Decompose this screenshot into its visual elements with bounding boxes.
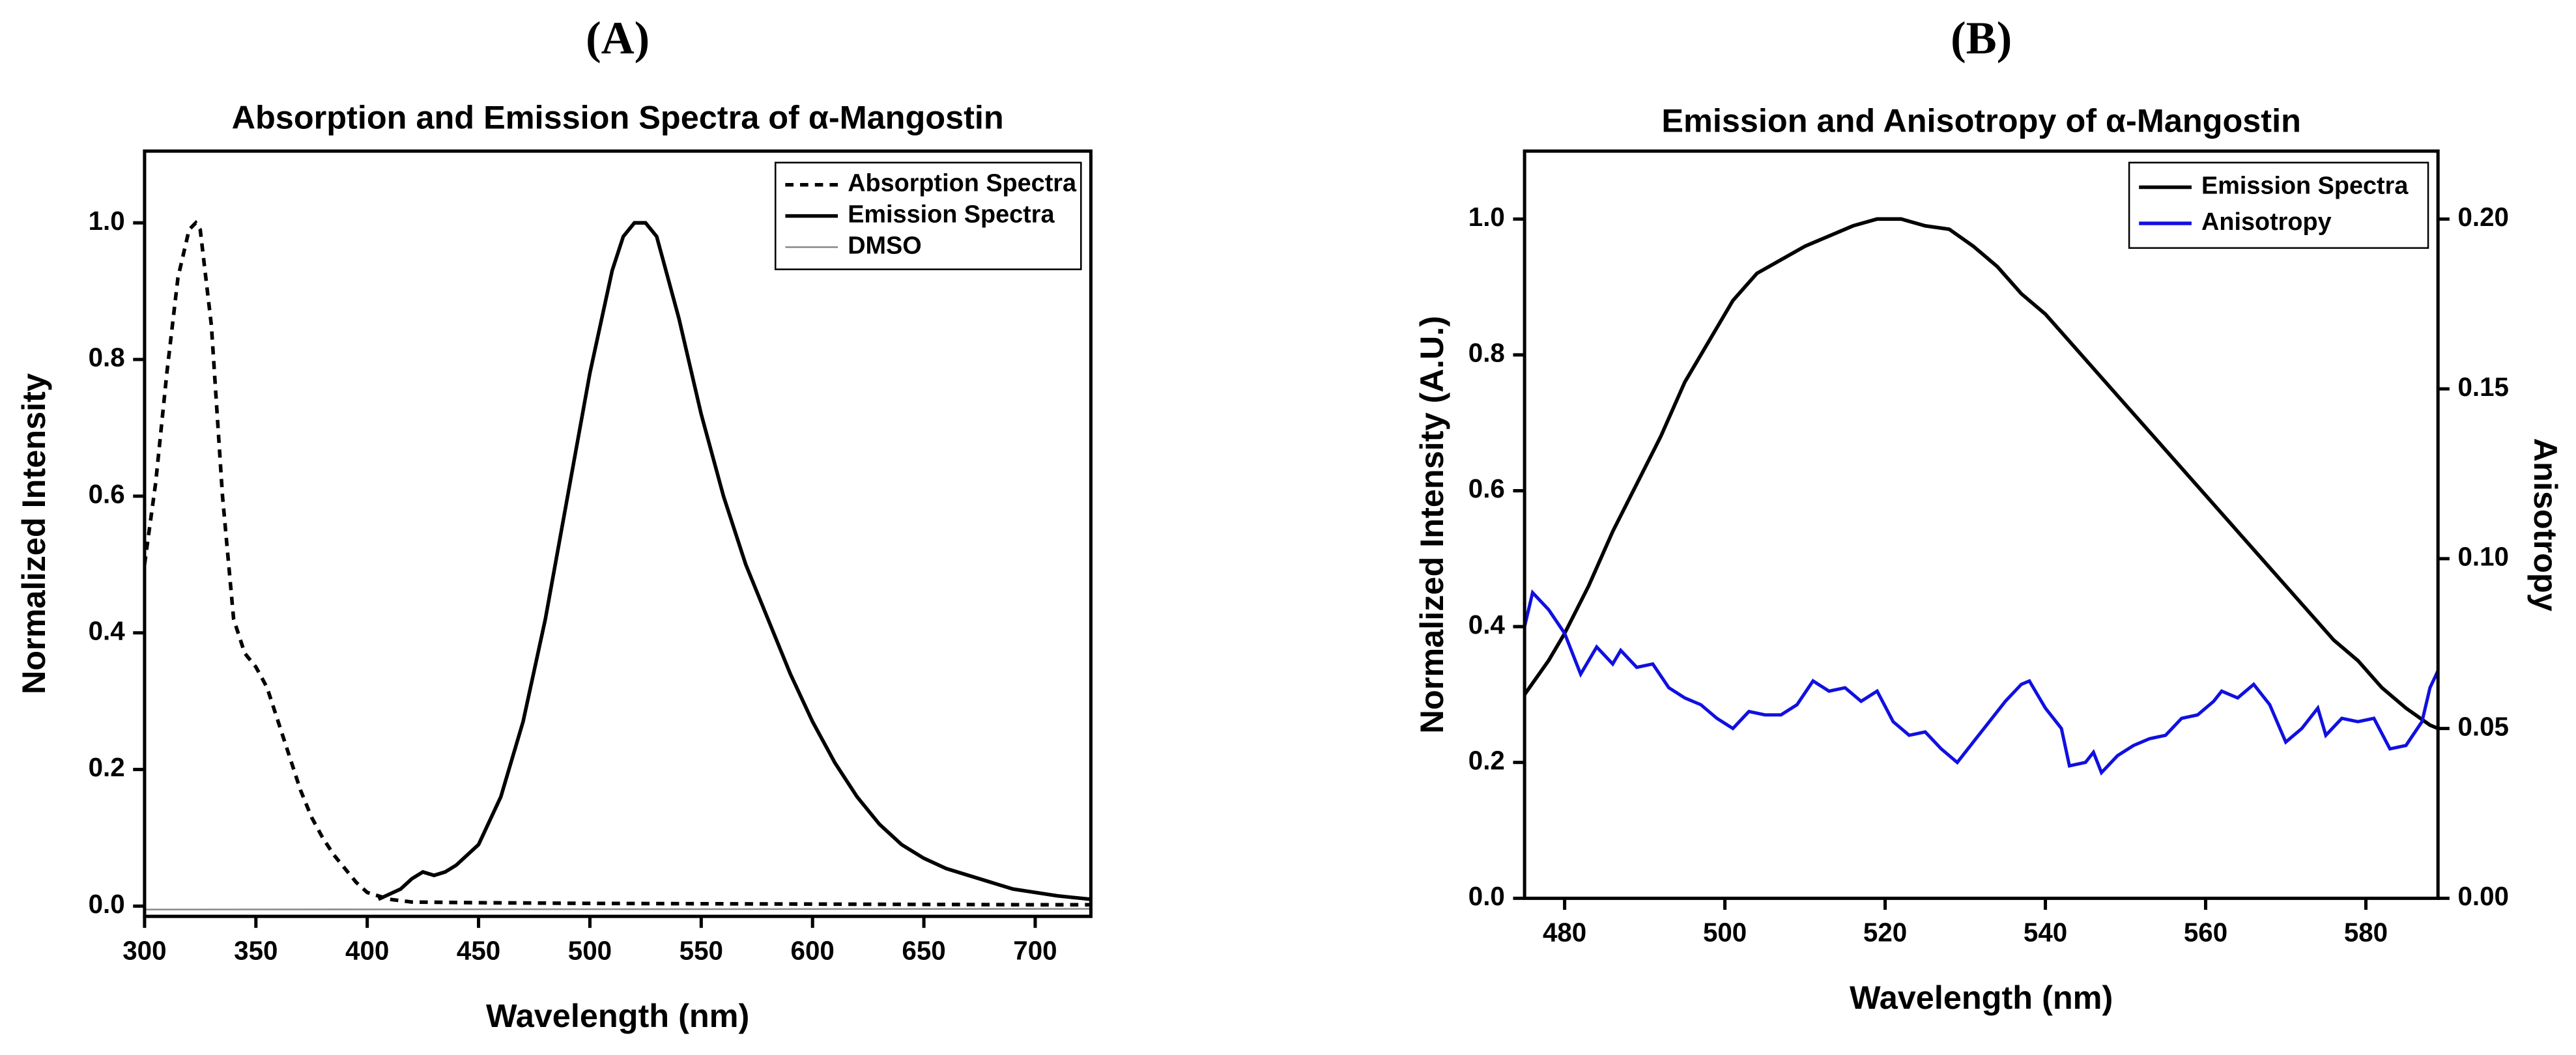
y2-axis-label: Anisotropy xyxy=(2527,438,2564,612)
series-line xyxy=(1524,589,2439,776)
chart-title: Emission and Anisotropy of α-Mangostin xyxy=(1661,102,2301,139)
legend-label: Absorption Spectra xyxy=(848,170,1077,197)
y2-tick-label: 0.00 xyxy=(2457,881,2509,911)
y-axis-label: Normalized Intensity (A.U.) xyxy=(1413,316,1450,734)
legend-label: Emission Spectra xyxy=(848,201,1055,229)
y-tick-label: 0.8 xyxy=(1468,338,1505,368)
y-tick-label: 1.0 xyxy=(89,206,125,236)
series-line xyxy=(144,908,1091,910)
x-tick-label: 580 xyxy=(2344,918,2388,948)
legend-label: Anisotropy xyxy=(2201,208,2332,236)
legend-box xyxy=(2128,162,2429,249)
chart-title: Absorption and Emission Spectra of α-Man… xyxy=(232,98,1004,135)
x-tick-label: 450 xyxy=(457,935,500,965)
y-tick-label: 0.2 xyxy=(1468,745,1505,775)
panel-label: (B) xyxy=(1951,13,2012,64)
y-tick-label: 1.0 xyxy=(1468,202,1505,232)
x-tick-label: 600 xyxy=(791,935,835,965)
panel-label: (A) xyxy=(586,13,650,64)
plot-frame xyxy=(143,149,1093,918)
x-tick-label: 560 xyxy=(2184,918,2227,948)
y2-tick-label: 0.05 xyxy=(2457,711,2509,741)
y-tick-label: 0.0 xyxy=(1468,881,1505,911)
x-tick-label: 500 xyxy=(1703,918,1747,948)
x-tick-label: 650 xyxy=(902,935,945,965)
x-tick-label: 480 xyxy=(1543,918,1586,948)
y2-tick-label: 0.10 xyxy=(2457,542,2509,572)
y-tick-label: 0.8 xyxy=(89,343,125,373)
x-tick-label: 700 xyxy=(1013,935,1057,965)
legend-label: Emission Spectra xyxy=(2201,172,2409,199)
y2-tick-label: 0.15 xyxy=(2457,372,2509,402)
series-line xyxy=(144,219,1091,907)
y-axis-label: Normalized Intensity xyxy=(15,373,52,694)
x-tick-label: 300 xyxy=(122,935,166,965)
y-tick-label: 0.2 xyxy=(89,752,125,782)
y-tick-label: 0.0 xyxy=(89,889,125,919)
x-tick-label: 400 xyxy=(345,935,389,965)
x-tick-label: 520 xyxy=(1863,918,1907,948)
y-tick-label: 0.6 xyxy=(1468,473,1505,503)
y-tick-label: 0.6 xyxy=(89,479,125,509)
x-axis-label: Wavelength (nm) xyxy=(1850,979,2113,1016)
legend-label: DMSO xyxy=(848,232,921,260)
y2-tick-label: 0.20 xyxy=(2457,202,2509,232)
x-axis-label: Wavelength (nm) xyxy=(486,997,749,1034)
series-line xyxy=(1524,217,2439,731)
y-tick-label: 0.4 xyxy=(89,615,126,645)
x-tick-label: 540 xyxy=(2024,918,2067,948)
x-tick-label: 550 xyxy=(680,935,723,965)
x-tick-label: 500 xyxy=(568,935,612,965)
x-tick-label: 350 xyxy=(234,935,278,965)
series-line xyxy=(377,221,1091,901)
y-tick-label: 0.4 xyxy=(1468,610,1506,640)
plot-frame xyxy=(1523,149,2440,900)
